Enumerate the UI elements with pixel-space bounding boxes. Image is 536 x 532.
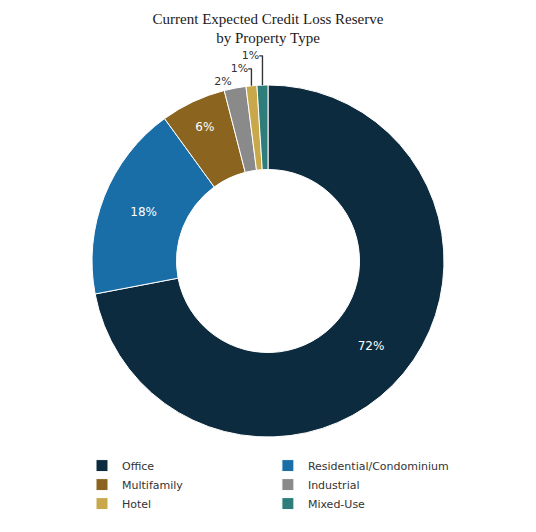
svg-text:Hotel: Hotel: [122, 498, 151, 511]
svg-text:1%: 1%: [242, 49, 259, 62]
svg-text:Office: Office: [122, 460, 154, 473]
svg-text:2%: 2%: [214, 75, 231, 88]
svg-text:Industrial: Industrial: [308, 479, 360, 492]
svg-text:Multifamily: Multifamily: [122, 479, 183, 492]
svg-text:Residential/Condominium: Residential/Condominium: [308, 460, 449, 473]
svg-text:1%: 1%: [231, 62, 248, 75]
svg-text:72%: 72%: [358, 339, 385, 353]
svg-text:Mixed-Use: Mixed-Use: [308, 498, 365, 511]
svg-text:Current Expected Credit Loss R: Current Expected Credit Loss Reserveby P…: [153, 11, 384, 47]
svg-text:18%: 18%: [130, 205, 157, 219]
svg-text:6%: 6%: [195, 120, 214, 134]
